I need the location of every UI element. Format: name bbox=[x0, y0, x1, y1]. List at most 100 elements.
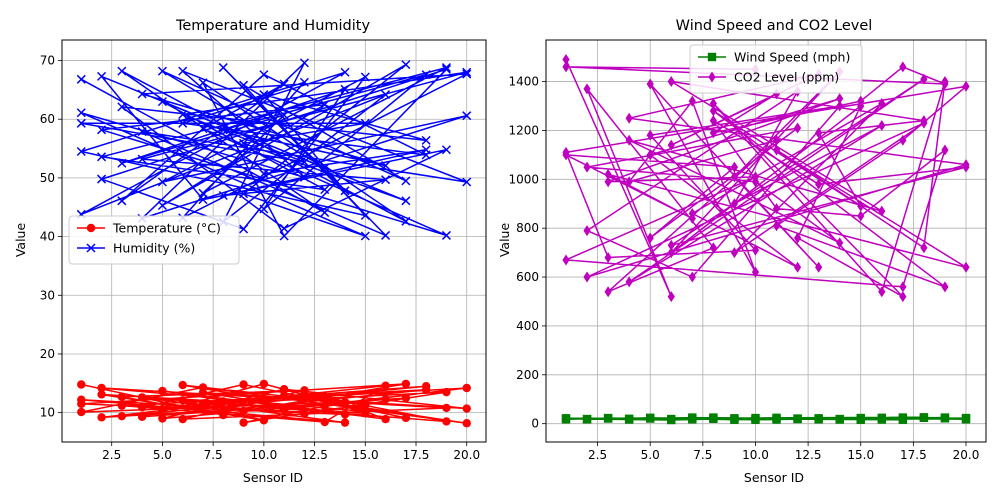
data-point bbox=[381, 414, 390, 424]
data-point bbox=[836, 237, 844, 249]
data-point bbox=[279, 391, 289, 400]
data-point bbox=[178, 110, 188, 120]
y-tick-label: 0 bbox=[531, 417, 539, 431]
data-point bbox=[815, 127, 823, 139]
data-point bbox=[624, 415, 634, 424]
data-point bbox=[667, 247, 675, 259]
data-point bbox=[920, 117, 928, 129]
wind-co2-panel: Wind Speed and CO2 Level Sensor ID Value… bbox=[497, 18, 987, 485]
data-point bbox=[340, 84, 350, 94]
data-point bbox=[751, 171, 760, 183]
data-point bbox=[920, 242, 928, 254]
data-point bbox=[603, 413, 613, 423]
data-point bbox=[688, 95, 696, 107]
legend-item: Humidity (%) bbox=[77, 241, 195, 256]
data-point bbox=[97, 152, 107, 162]
data-point bbox=[857, 200, 865, 212]
data-point bbox=[198, 195, 208, 205]
data-point bbox=[772, 134, 781, 146]
data-point bbox=[625, 112, 633, 124]
data-point bbox=[117, 102, 127, 112]
data-point bbox=[97, 413, 106, 422]
y-tick-label: 50 bbox=[40, 171, 55, 185]
data-point bbox=[279, 231, 289, 241]
data-point bbox=[441, 64, 451, 74]
x-tick-label: 7.5 bbox=[204, 448, 223, 462]
data-point bbox=[856, 413, 865, 423]
data-point bbox=[940, 413, 950, 422]
data-point bbox=[360, 231, 370, 241]
data-point bbox=[899, 61, 907, 73]
data-point bbox=[730, 198, 739, 210]
data-point bbox=[239, 406, 248, 416]
data-point bbox=[219, 406, 228, 415]
data-point bbox=[709, 127, 717, 139]
series-0 bbox=[561, 413, 971, 425]
data-point bbox=[239, 380, 248, 389]
data-point bbox=[137, 154, 147, 164]
legend-marker bbox=[707, 52, 717, 62]
data-point bbox=[401, 196, 411, 206]
series-0 bbox=[77, 379, 471, 428]
data-point bbox=[137, 89, 147, 99]
series-layer bbox=[561, 54, 971, 425]
data-point bbox=[320, 208, 330, 218]
data-point bbox=[300, 389, 309, 398]
y-tick-label: 800 bbox=[516, 221, 539, 235]
x-tick-label: 20.0 bbox=[453, 448, 480, 462]
data-point bbox=[360, 118, 370, 128]
data-point bbox=[709, 98, 717, 110]
data-point bbox=[878, 205, 886, 217]
data-point bbox=[604, 251, 612, 263]
data-point bbox=[899, 134, 907, 146]
data-point bbox=[667, 76, 675, 88]
x-tick-label: 10.0 bbox=[742, 448, 769, 462]
y-tick-label: 30 bbox=[40, 288, 55, 302]
data-point bbox=[360, 72, 370, 82]
data-point bbox=[239, 189, 249, 199]
legend-marker bbox=[86, 223, 96, 233]
data-point bbox=[401, 176, 411, 186]
data-point bbox=[857, 95, 865, 107]
x-tick-label: 12.5 bbox=[795, 448, 822, 462]
data-point bbox=[462, 404, 471, 413]
x-tick-label: 15.0 bbox=[352, 448, 379, 462]
data-point bbox=[667, 414, 676, 424]
x-tick-label: 7.5 bbox=[693, 448, 712, 462]
legend-label: CO2 Level (ppm) bbox=[734, 70, 839, 85]
y-tick-label: 600 bbox=[516, 270, 539, 284]
data-point bbox=[381, 175, 391, 185]
data-point bbox=[239, 224, 249, 234]
data-point bbox=[259, 379, 269, 389]
data-point bbox=[239, 418, 248, 427]
data-point bbox=[688, 413, 697, 422]
data-point bbox=[442, 417, 451, 426]
data-point bbox=[340, 410, 350, 419]
series-line bbox=[80, 62, 468, 237]
data-point bbox=[730, 414, 739, 423]
data-point bbox=[793, 232, 802, 244]
data-point bbox=[646, 78, 654, 90]
data-point bbox=[835, 414, 844, 424]
legend-item: CO2 Level (ppm) bbox=[698, 70, 839, 85]
data-point bbox=[442, 403, 451, 413]
data-point bbox=[772, 220, 781, 232]
data-point bbox=[646, 129, 654, 141]
data-point bbox=[709, 242, 717, 254]
temperature-humidity-panel: Temperature and Humidity Sensor ID Value… bbox=[13, 18, 487, 485]
data-point bbox=[198, 188, 208, 198]
data-point bbox=[462, 383, 471, 393]
data-point bbox=[158, 386, 167, 396]
x-tick-label: 2.5 bbox=[102, 448, 121, 462]
data-point bbox=[401, 216, 411, 226]
x-tick-label: 10.0 bbox=[250, 448, 277, 462]
chart-title: Temperature and Humidity bbox=[175, 18, 371, 34]
data-point bbox=[259, 90, 269, 100]
data-point bbox=[117, 158, 127, 168]
data-point bbox=[421, 70, 431, 80]
data-point bbox=[279, 405, 289, 414]
x-tick-label: 15.0 bbox=[847, 448, 874, 462]
data-point bbox=[421, 382, 431, 391]
data-point bbox=[361, 400, 370, 410]
data-point bbox=[299, 157, 309, 167]
